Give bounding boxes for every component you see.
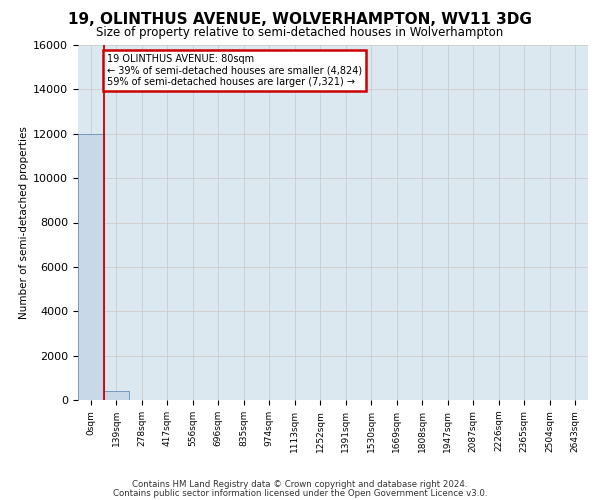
Text: Contains HM Land Registry data © Crown copyright and database right 2024.: Contains HM Land Registry data © Crown c… (132, 480, 468, 489)
Text: 19, OLINTHUS AVENUE, WOLVERHAMPTON, WV11 3DG: 19, OLINTHUS AVENUE, WOLVERHAMPTON, WV11… (68, 12, 532, 28)
Bar (104, 391, 129, 400)
Text: Contains public sector information licensed under the Open Government Licence v3: Contains public sector information licen… (113, 488, 487, 498)
Bar (78, 134, 104, 400)
Text: 19 OLINTHUS AVENUE: 80sqm
← 39% of semi-detached houses are smaller (4,824)
59% : 19 OLINTHUS AVENUE: 80sqm ← 39% of semi-… (107, 54, 362, 87)
Text: Size of property relative to semi-detached houses in Wolverhampton: Size of property relative to semi-detach… (97, 26, 503, 39)
Y-axis label: Number of semi-detached properties: Number of semi-detached properties (19, 126, 29, 319)
